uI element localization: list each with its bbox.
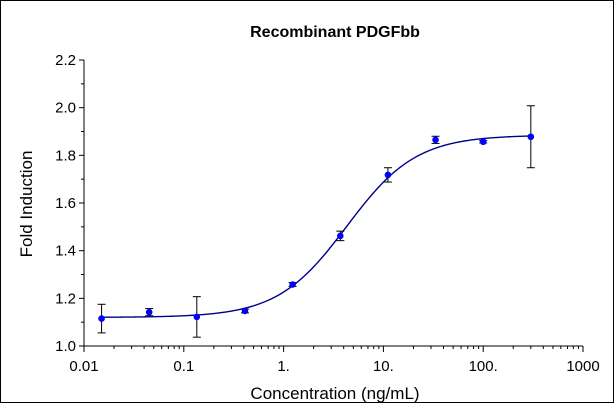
fit-curve	[101, 135, 531, 318]
points-layer	[97, 105, 535, 338]
data-point-group	[431, 135, 440, 144]
x-tick-label: 0.1	[173, 358, 194, 375]
data-point-group	[336, 230, 345, 242]
data-point	[289, 281, 296, 288]
data-point-group	[288, 281, 297, 288]
y-tick-label: 1.0	[55, 338, 76, 355]
y-tick-label: 1.6	[55, 195, 76, 212]
data-point-group	[526, 105, 535, 169]
data-point	[527, 133, 535, 141]
fit-layer	[101, 135, 531, 318]
axes: 1.0 1.2 1.4 1.6 1.8 2.0 2.2 0.01 0.1 1. 10. 100. 100…	[55, 52, 600, 375]
data-point-group	[97, 303, 106, 334]
y-tick-label: 1.4	[55, 243, 76, 260]
x-tick-label: 1.	[277, 358, 290, 375]
data-point-group	[192, 296, 201, 338]
data-point	[337, 232, 344, 240]
y-tick-label: 2.0	[55, 100, 76, 117]
x-tick-label: 10.	[373, 358, 394, 375]
chart-title: Recombinant PDGFbb	[250, 24, 420, 41]
data-point	[145, 308, 153, 316]
y-tick-label: 1.8	[55, 147, 76, 164]
y-tick-label: 2.2	[55, 52, 76, 69]
data-point-group	[479, 138, 488, 146]
y-tick-label: 1.2	[55, 290, 76, 307]
data-point	[432, 136, 439, 144]
data-point	[479, 138, 487, 146]
x-tick-label: 0.01	[69, 358, 98, 375]
data-point-group	[240, 307, 249, 315]
y-axis-label: Fold Induction	[17, 151, 36, 258]
data-point	[193, 313, 201, 321]
x-tick-label: 100.	[469, 358, 498, 375]
x-axis-label: Concentration (ng/mL)	[250, 384, 419, 402]
data-point-group	[383, 167, 392, 183]
data-point	[241, 307, 249, 315]
data-point	[98, 315, 105, 322]
data-point	[384, 171, 392, 179]
data-point-group	[145, 308, 154, 317]
x-tick-label: 1000	[566, 358, 599, 375]
